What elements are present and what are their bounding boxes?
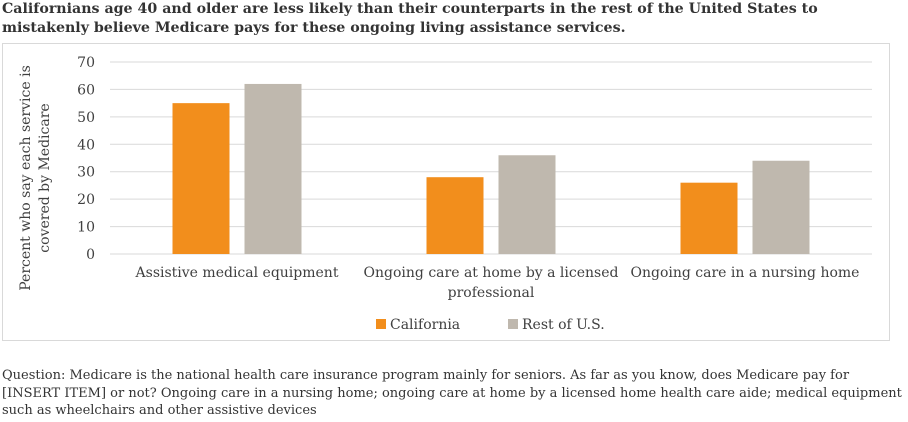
bar-rest-of-us — [498, 155, 556, 254]
x-category-label: Ongoing care at home by a licensed — [364, 265, 619, 281]
bar-rest-of-us — [244, 83, 302, 254]
y-tick-label: 70 — [77, 55, 95, 71]
legend: California Rest of U.S. — [376, 317, 605, 333]
y-axis-label: Percent who say each service is — [18, 65, 34, 290]
x-axis-labels: Assistive medical equipment Ongoing care … — [135, 265, 860, 301]
y-tick-label: 0 — [86, 247, 95, 263]
legend-swatch — [376, 319, 386, 329]
bar-california — [426, 177, 484, 254]
y-tick-label: 60 — [77, 82, 95, 98]
y-tick-label: 10 — [77, 220, 95, 236]
chart-frame — [2, 43, 890, 341]
y-tick-label: 20 — [77, 192, 95, 208]
bar-california — [172, 103, 230, 255]
chart-title: Californians age 40 and older are less l… — [2, 1, 818, 36]
gridlines — [110, 61, 872, 255]
y-tick-label: 40 — [77, 137, 95, 153]
x-category-label: Assistive medical equipment — [135, 265, 339, 281]
legend-label: Rest of U.S. — [522, 317, 605, 333]
y-tick-label: 30 — [77, 165, 95, 181]
y-tick-label: 50 — [77, 110, 95, 126]
bar-rest-of-us — [752, 160, 810, 254]
legend-swatch — [508, 319, 518, 329]
bars — [172, 83, 810, 255]
bar-california — [680, 182, 738, 254]
y-axis-title: Percent who say each service is covered b… — [18, 65, 53, 290]
question-note: Question: Medicare is the national healt… — [2, 368, 902, 418]
legend-label: California — [390, 317, 460, 333]
x-category-label: professional — [448, 285, 535, 301]
y-axis-ticks: 0 10 20 30 40 50 60 70 — [77, 55, 95, 263]
x-category-label: Ongoing care in a nursing home — [631, 265, 860, 281]
bar-chart: 0 10 20 30 40 50 60 70 Assistive medical equipm… — [18, 55, 872, 333]
y-axis-label: covered by Medicare — [37, 103, 53, 252]
